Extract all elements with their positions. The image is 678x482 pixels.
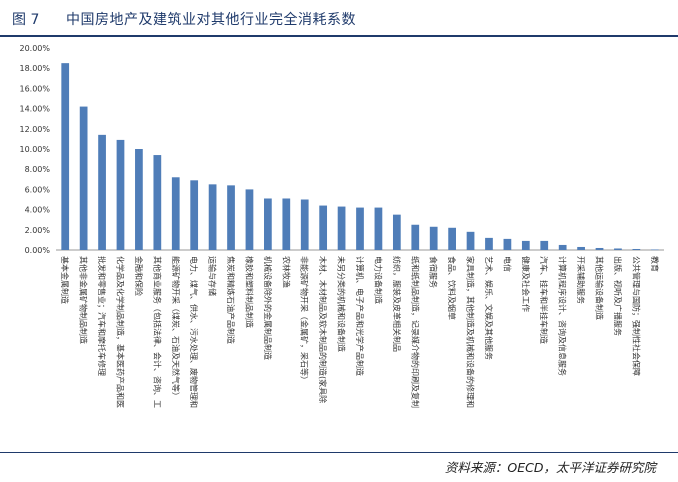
category-label: 其他商业服务（包括法律、会计、咨询、工 <box>152 256 162 408</box>
category-labels: 基本金属制造 其他非金属矿物制品制造 批发和零售业；汽车和摩托车修理 化学品及化学制品… <box>60 256 660 408</box>
category-label: 橡胶和塑料制品制造 <box>244 256 254 328</box>
bar <box>227 185 235 250</box>
y-tick-label: 0.00% <box>25 246 51 255</box>
bar <box>356 207 364 250</box>
category-label: 纸和纸制品制造，记录媒介物的印刷及复制 <box>410 256 420 408</box>
y-tick-label: 6.00% <box>25 185 51 194</box>
category-label: 计算机、电子产品和光学产品制造 <box>355 256 365 376</box>
category-label: 汽车、挂车和半挂车制造 <box>539 256 549 344</box>
category-label: 能源矿物开采（煤炭、石油及天然气等） <box>171 256 181 400</box>
bar <box>448 227 456 250</box>
category-label: 批发和零售业；汽车和摩托车修理 <box>97 256 107 376</box>
y-tick-label: 4.00% <box>25 206 51 215</box>
category-label: 金融和保险 <box>134 256 144 296</box>
category-label: 教育 <box>650 256 660 272</box>
bar <box>503 238 512 250</box>
y-tick-label: 12.00% <box>19 125 50 134</box>
category-label: 木材、木材制品及软木制品的制造(家具除 <box>318 256 328 403</box>
y-tick-label: 14.00% <box>19 105 50 114</box>
category-label: 其他运输设备制造 <box>595 256 605 320</box>
category-label: 其他非金属矿物制品制造 <box>79 256 89 344</box>
y-tick-label: 8.00% <box>25 165 51 174</box>
bar <box>577 246 585 250</box>
category-label: 开采辅助服务 <box>576 256 586 304</box>
category-label: 化学品及化学制品制造，基本医药产品和医 <box>115 256 125 408</box>
category-label: 机械设备除外的金属制品制造 <box>263 256 273 360</box>
bar <box>190 180 199 250</box>
category-label: 公共管理与国防；强制性社会保障 <box>631 256 641 376</box>
category-label: 电信 <box>502 256 512 272</box>
bars <box>61 63 659 251</box>
y-tick-label: 20.00% <box>19 44 50 53</box>
category-label: 农林牧渔 <box>281 256 291 288</box>
figure-label: 图 7 <box>12 12 40 28</box>
bar <box>392 214 401 250</box>
bar <box>171 177 180 250</box>
bar <box>614 248 622 250</box>
category-label: 出版、视听及广播服务 <box>613 256 623 336</box>
bar <box>429 226 438 250</box>
bar <box>79 106 88 250</box>
bar <box>466 231 475 250</box>
bar <box>208 184 217 250</box>
category-label: 电力、煤气、供水、污水处理、废物管理和 <box>189 256 199 408</box>
bar <box>319 205 328 250</box>
category-label: 基本金属制造 <box>60 256 70 304</box>
figure-title: 中国房地产及建筑业对其他行业完全消耗系数 <box>66 12 356 28</box>
y-tick-label: 10.00% <box>19 145 50 154</box>
bar <box>61 63 70 251</box>
figure-header: 图 7 中国房地产及建筑业对其他行业完全消耗系数 <box>0 0 678 37</box>
bar <box>135 149 143 250</box>
category-label: 艺术、娱乐、文娱及其他服务 <box>484 256 494 360</box>
bar <box>521 240 530 250</box>
y-tick-label: 16.00% <box>19 84 50 93</box>
category-label: 家具制造，其他制造及机械和设备的修理和 <box>466 256 476 408</box>
bar <box>374 207 383 250</box>
bar <box>300 199 309 250</box>
y-axis-ticks: 0.00% 2.00% 4.00% 6.00% 8.00% 10.00% 12.00% 14.… <box>19 44 50 255</box>
category-label: 非能源矿物开采（金属矿，采石等） <box>300 256 310 384</box>
bar <box>153 155 162 250</box>
category-label: 运输与存储 <box>208 256 218 296</box>
bar <box>558 244 567 250</box>
bar <box>264 198 272 250</box>
y-tick-label: 2.00% <box>25 226 51 235</box>
bar-chart: 0.00% 2.00% 4.00% 6.00% 8.00% 10.00% 12.00% 14.… <box>19 44 664 408</box>
bar <box>595 247 604 250</box>
category-label: 食品、饮料及烟草 <box>447 256 457 320</box>
bar <box>98 134 106 250</box>
category-label: 健康及社会工作 <box>521 256 531 312</box>
category-label: 纺织，服装及皮革相关制品 <box>392 256 402 352</box>
bar <box>632 248 641 250</box>
bar <box>485 237 493 250</box>
category-label: 计算机程序设计、咨询及信息服务 <box>558 256 568 376</box>
y-tick-label: 18.00% <box>19 64 50 73</box>
bar <box>245 189 254 250</box>
bar <box>540 240 549 250</box>
category-label: 未另分类的机械和设备制造 <box>337 256 347 352</box>
bar <box>411 224 420 250</box>
bar <box>116 139 125 250</box>
category-label: 食宿服务 <box>429 256 439 288</box>
source-note: 资料来源：OECD，太平洋证券研究院 <box>444 460 656 475</box>
category-label: 电力设备制造 <box>373 256 383 304</box>
footer-rule <box>0 452 678 453</box>
bar <box>650 249 659 251</box>
category-label: 焦炭和精炼石油产品制造 <box>226 256 236 344</box>
bar <box>282 198 291 250</box>
header-rule <box>0 35 678 37</box>
bar <box>337 206 346 250</box>
